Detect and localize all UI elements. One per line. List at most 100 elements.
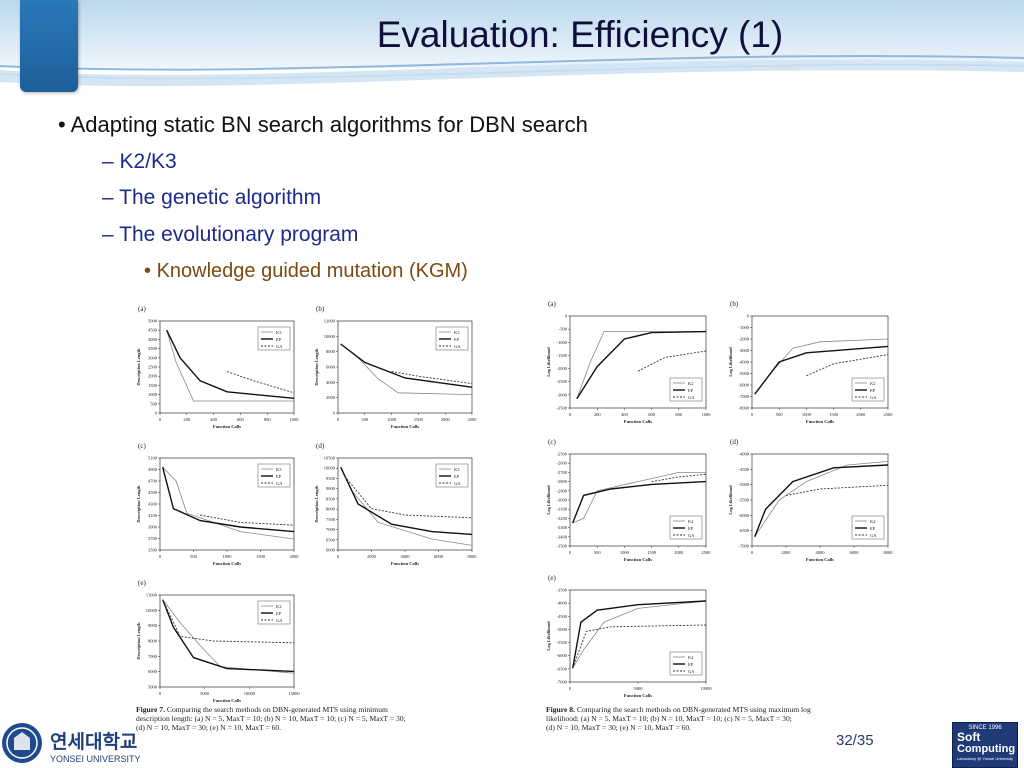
- x-tick-label: 0: [159, 691, 162, 696]
- y-tick-label: -3500: [557, 588, 568, 593]
- x-tick-label: 1000: [620, 550, 630, 555]
- x-tick-label: 800: [675, 412, 683, 417]
- y-tick-label: -2800: [557, 479, 568, 484]
- x-axis-label: Function Calls: [806, 557, 834, 562]
- x-tick-label: 2000: [441, 417, 451, 422]
- series-line-ga: [651, 473, 707, 483]
- y-axis-label: Log Likelihood: [546, 621, 551, 651]
- subplot-figure8-5: (e) -3500 -4000 -4500 -5000 -5500 -6000 -6500 -7…: [546, 574, 712, 698]
- y-tick-label: 500: [150, 401, 158, 406]
- legend-entry: K3: [276, 467, 282, 472]
- subplot-label: (d): [316, 442, 325, 450]
- series-line-k2: [576, 331, 706, 399]
- subplot-label: (e): [138, 579, 146, 587]
- series-line-ga: [806, 354, 889, 377]
- y-tick-label: 4700: [148, 479, 158, 484]
- x-tick-label: 2000: [367, 554, 377, 559]
- subplot-label: (b): [730, 300, 739, 308]
- soft-computing-logo: SINCE 1996 Soft Computing Laboratory @ Y…: [952, 722, 1018, 768]
- x-tick-label: 2000: [290, 554, 300, 559]
- x-tick-label: 800: [264, 417, 272, 422]
- y-tick-label: -2900: [557, 488, 568, 493]
- y-tick-label: 9000: [326, 486, 336, 491]
- legend-box: [435, 326, 469, 351]
- y-tick-label: 4500: [148, 490, 158, 495]
- series-line-k3: [166, 330, 294, 402]
- series-line-ep: [166, 329, 295, 399]
- y-tick-label: 7000: [148, 654, 158, 659]
- y-tick-label: 4000: [148, 337, 158, 342]
- bullet-level3: • Knowledge guided mutation (KGM): [144, 260, 468, 282]
- x-axis-label: Function Calls: [624, 419, 652, 424]
- subplot-label: (a): [548, 300, 556, 308]
- y-tick-label: 6000: [148, 669, 158, 674]
- x-tick-label: 1000: [387, 417, 397, 422]
- series-line-ep: [576, 330, 707, 400]
- legend-entry: GA: [454, 344, 461, 349]
- series-line-ga: [344, 476, 473, 519]
- legend-box: [435, 463, 469, 488]
- y-axis-label: Description Length: [314, 485, 319, 523]
- y-tick-label: -1000: [557, 340, 568, 345]
- x-tick-label: 8000: [468, 554, 478, 559]
- series-line-ep: [340, 343, 473, 388]
- sc-soft: Soft: [957, 730, 981, 744]
- legend-entry: GA: [276, 481, 283, 486]
- legend-entry: EP: [688, 526, 694, 531]
- x-tick-label: 1500: [414, 417, 424, 422]
- y-axis-label: Log Likelihood: [728, 347, 733, 377]
- y-tick-label: -6000: [739, 383, 750, 388]
- x-axis-label: Function Calls: [806, 419, 834, 424]
- y-tick-label: -2600: [557, 461, 568, 466]
- bullet-level2: – The evolutionary program: [102, 223, 359, 246]
- bullet-level1-text: Adapting static BN search algorithms for…: [70, 112, 588, 137]
- x-tick-label: 5000: [200, 691, 210, 696]
- legend-entry: EP: [276, 611, 282, 616]
- x-tick-label: 0: [569, 686, 572, 691]
- slide-title: Evaluation: Efficiency (1): [376, 14, 784, 55]
- x-tick-label: 600: [648, 412, 656, 417]
- y-tick-label: -8000: [739, 406, 750, 411]
- y-tick-label: 5100: [148, 456, 158, 461]
- x-tick-label: 0: [569, 550, 572, 555]
- x-tick-label: 500: [594, 550, 602, 555]
- x-tick-label: 4000: [816, 550, 826, 555]
- series-line-ga: [200, 514, 295, 526]
- legend-box: [669, 651, 703, 676]
- legend-entry: GA: [870, 533, 877, 538]
- series-line-k3: [162, 466, 295, 540]
- y-axis-label: Description Length: [136, 348, 141, 386]
- x-tick-label: 500: [361, 417, 369, 422]
- y-tick-label: 4000: [326, 380, 336, 385]
- y-tick-label: 4100: [148, 513, 158, 518]
- y-tick-label: -6000: [739, 513, 750, 518]
- y-tick-label: -3500: [557, 406, 568, 411]
- y-tick-label: 8000: [148, 639, 158, 644]
- subplot-label: (e): [548, 574, 556, 582]
- y-tick-label: -7000: [739, 394, 750, 399]
- legend-entry: EP: [688, 388, 694, 393]
- sc-computing: Computing: [957, 743, 1016, 755]
- y-tick-label: -3200: [557, 516, 568, 521]
- legend-entry: K2: [688, 519, 694, 524]
- x-tick-label: 15000: [288, 691, 300, 696]
- subplot-label: (a): [138, 305, 146, 313]
- legend-box: [851, 515, 885, 540]
- y-tick-label: -4500: [739, 467, 750, 472]
- y-tick-label: 7000: [326, 527, 336, 532]
- legend-entry: K2: [688, 381, 694, 386]
- y-tick-label: 9500: [326, 476, 336, 481]
- x-tick-label: 400: [210, 417, 218, 422]
- shield-icon: [14, 732, 30, 750]
- y-tick-label: -2500: [557, 452, 568, 457]
- x-tick-label: 0: [751, 550, 754, 555]
- x-tick-label: 0: [159, 417, 162, 422]
- y-tick-label: -5500: [739, 498, 750, 503]
- x-tick-label: 500: [190, 554, 198, 559]
- y-tick-label: -1500: [557, 353, 568, 358]
- legend-entry: EP: [870, 388, 876, 393]
- y-tick-label: 3700: [148, 536, 158, 541]
- y-tick-label: -5000: [739, 482, 750, 487]
- y-tick-label: -4000: [739, 360, 750, 365]
